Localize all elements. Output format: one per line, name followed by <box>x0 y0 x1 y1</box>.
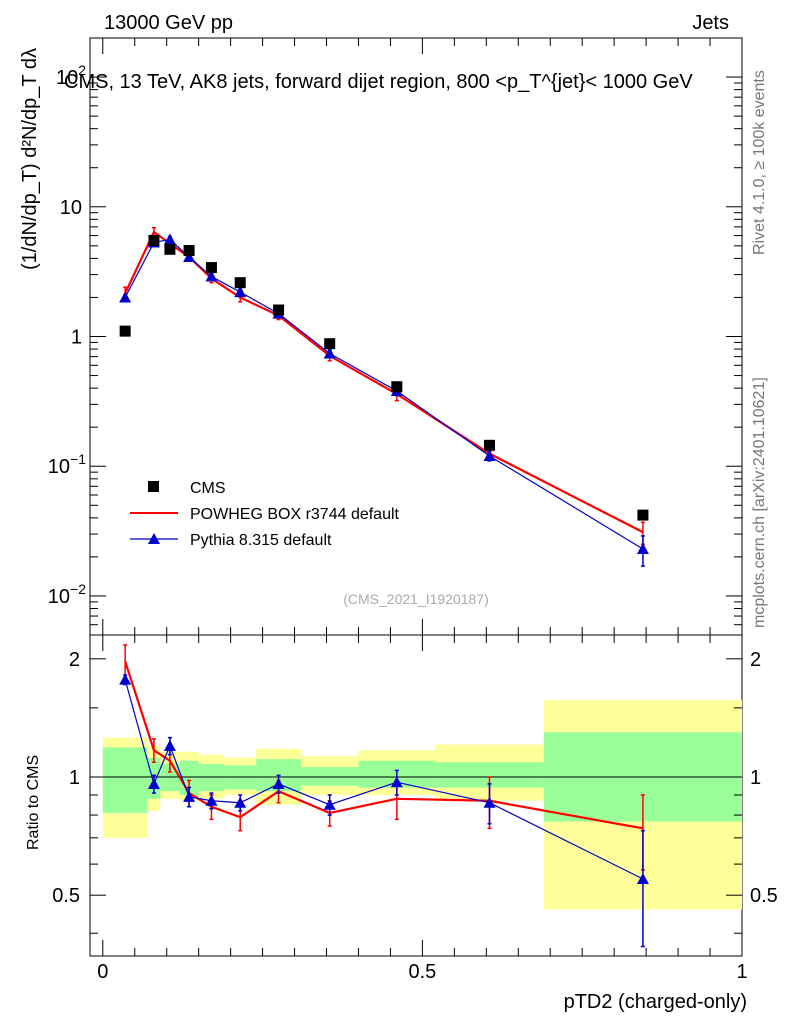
main-y-tick-label: 102 <box>56 62 86 89</box>
ratio-pythia-marker <box>272 777 285 789</box>
legend: CMS POWHEG BOX r3744 default Pythia 8.31… <box>130 480 400 549</box>
legend-marker-cms <box>148 481 159 492</box>
x-tick-label: 0.5 <box>408 961 436 983</box>
ratio-axes: 0.5 0.5 1 1 2 2 0 0.5 1 <box>52 635 778 983</box>
cms-data-marker <box>205 262 217 274</box>
main-y-tick-label: 10−1 <box>48 451 86 478</box>
ratio-y-tick-label: 0.5 <box>52 885 80 907</box>
cms-data-marker <box>391 381 403 393</box>
powheg-line <box>124 230 644 534</box>
cms-data-marker <box>484 439 496 451</box>
legend-marker-pythia <box>148 533 160 544</box>
legend-label-powheg: POWHEG BOX r3744 default <box>190 506 400 523</box>
cms-data-marker <box>273 304 285 316</box>
cms-data-marker <box>637 509 649 521</box>
ratio-y-tick-label: 2 <box>69 649 80 671</box>
main-series <box>119 226 649 567</box>
ratio-pythia-marker <box>147 777 160 789</box>
ratio-pythia-marker <box>234 796 247 808</box>
pythia-marker <box>183 251 196 263</box>
cms-data-marker <box>183 245 195 257</box>
cms-data-marker <box>119 325 131 337</box>
legend-label-pythia: Pythia 8.315 default <box>190 532 332 549</box>
pythia-line <box>124 238 644 550</box>
cms-data-marker <box>234 277 246 289</box>
main-axes: 102 10 1 10−1 10−2 <box>48 37 743 636</box>
main-y-tick-label: 1 <box>71 327 82 349</box>
rivet-version-text: Rivet 4.1.0, ≥ 100k events <box>751 70 768 255</box>
pythia-marker <box>636 543 649 555</box>
header-left: 13000 GeV pp <box>104 12 233 34</box>
cms-data-marker <box>148 234 160 246</box>
ratio-pythia-marker <box>636 872 649 884</box>
main-y-axis-label: (1/dN/dp_T) d²N/dp_T dλ <box>19 48 41 270</box>
ratio-y-tick-label: 1 <box>69 767 80 789</box>
ratio-pythia-marker <box>323 798 336 810</box>
ratio-pythia-marker <box>205 794 218 806</box>
ratio-series <box>119 644 649 948</box>
mcplots-text: mcplots.cern.ch [arXiv:2401.10621] <box>751 377 768 628</box>
ratio-pythia-marker <box>163 739 176 751</box>
pythia-marker <box>234 286 247 298</box>
ratio-band-green <box>300 767 359 786</box>
main-y-tick-label: 10 <box>60 197 82 219</box>
x-tick-label: 0 <box>97 961 108 983</box>
pythia-marker <box>163 233 176 245</box>
x-tick-label: 1 <box>736 961 747 983</box>
ratio-y-tick-label-right: 1 <box>750 767 761 789</box>
ratio-pythia-marker <box>119 673 132 685</box>
ratio-band-green <box>102 747 148 813</box>
ratio-y-tick-label-right: 0.5 <box>750 885 778 907</box>
cms-data-marker <box>324 338 336 350</box>
x-axis-label: pTD2 (charged-only) <box>564 991 747 1013</box>
ratio-uncertainty-bands <box>102 700 742 910</box>
pythia-marker <box>323 347 336 359</box>
ratio-y-axis-label: Ratio to CMS <box>25 755 42 850</box>
analysis-id: (CMS_2021_I1920187) <box>343 591 489 607</box>
ratio-pythia-marker <box>483 796 496 808</box>
ratio-pythia-marker <box>390 776 403 788</box>
pythia-marker <box>119 291 132 303</box>
header-right: Jets <box>692 12 729 34</box>
main-y-tick-label: 10−2 <box>48 581 86 608</box>
ratio-y-tick-label-right: 2 <box>750 649 761 671</box>
main-plot-title: CMS, 13 TeV, AK8 jets, forward dijet reg… <box>64 71 693 93</box>
pythia-marker <box>483 449 496 461</box>
ratio-pythia-marker <box>183 790 196 802</box>
legend-label-cms: CMS <box>190 480 226 497</box>
cms-data-marker <box>164 243 176 255</box>
pythia-marker <box>205 270 218 282</box>
ratio-band-green <box>198 763 225 792</box>
